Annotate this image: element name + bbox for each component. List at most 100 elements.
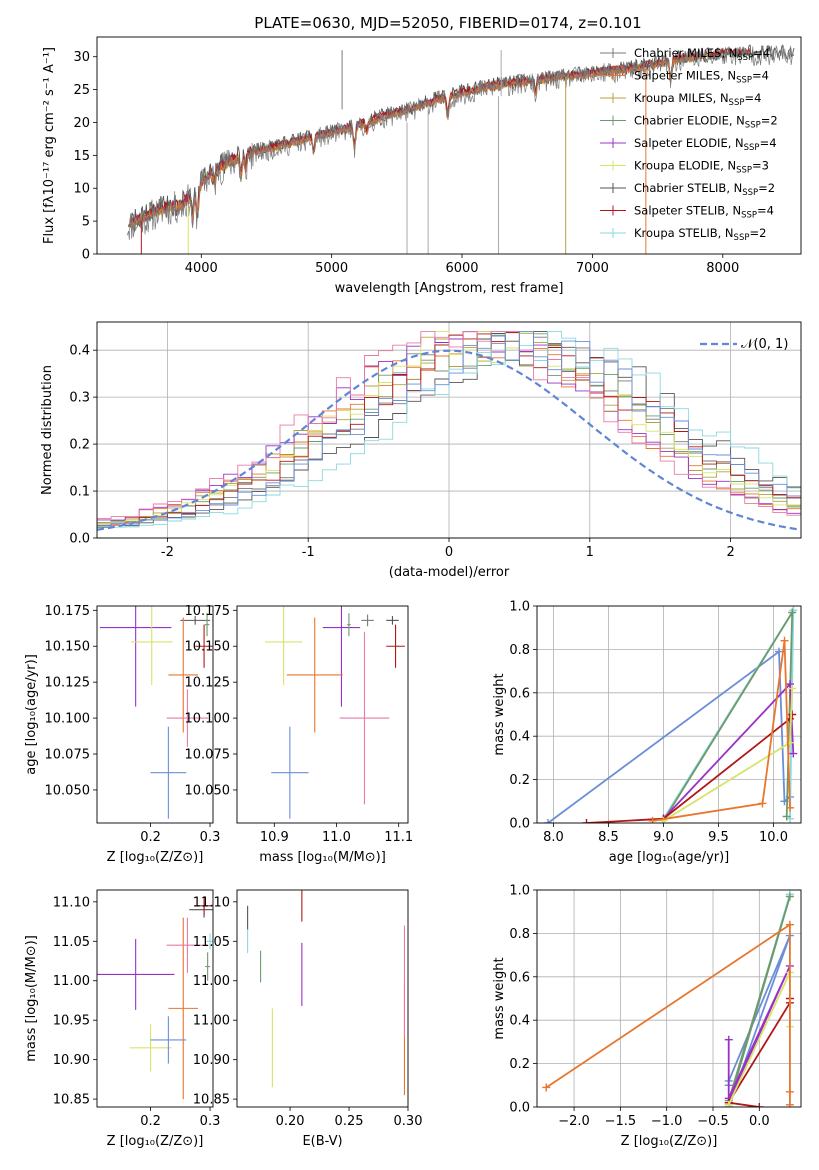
age-vs-mass-panel: 10.9 11.0 11.1 10.050 10.075 10.100 10.125 10.1… <box>185 604 414 865</box>
legend-entry-value: =4 <box>744 91 761 105</box>
weight-point-marker <box>758 799 767 808</box>
x-tick-label: 5000 <box>315 261 348 276</box>
x-tick-label: -2 <box>161 545 174 560</box>
y-tick-label: 30 <box>73 50 90 65</box>
y-tick-label: 11.10 <box>193 895 230 910</box>
weight-point-marker <box>775 647 783 656</box>
y-tick-label: 11.00 <box>193 974 230 989</box>
legend-entry-subscript: SSP <box>742 188 758 198</box>
weight-series-line <box>662 609 794 822</box>
x-tick-label: 0.25 <box>335 1114 364 1129</box>
legend-entry: Kroupa MILES, NSSP=4 <box>634 91 761 108</box>
y-axis-label: mass weight <box>492 673 507 755</box>
y-tick-label: 0.2 <box>509 773 530 788</box>
x-axis-label: (data-model)/error <box>389 565 510 580</box>
x-tick-label: −1.0 <box>651 1114 683 1129</box>
spectrum-lines <box>126 43 795 254</box>
y-tick-label: 11.05 <box>193 935 230 950</box>
weight-point-marker <box>786 803 794 812</box>
weight-point-marker <box>788 710 797 719</box>
residuals-panel: -2 -1 0 1 2 0.0 0.1 0.2 0.3 0.4 (data-model)/error… <box>40 321 802 580</box>
y-tick-label: 0.6 <box>509 970 530 985</box>
weight-point-marker <box>542 1083 551 1092</box>
x-tick-label: 8.0 <box>543 830 564 845</box>
weight-lines <box>544 606 798 823</box>
histogram-series-line <box>97 330 801 523</box>
legend-entry-subscript: SSP <box>744 143 760 153</box>
errorbar-points <box>99 606 213 819</box>
x-axis-label: E(B-V) <box>302 1134 342 1149</box>
legend-entry: Salpeter MILES, NSSP=4 <box>634 69 769 86</box>
histogram-series-line <box>97 330 801 526</box>
weight-series-line <box>663 688 794 822</box>
y-tick-label: 0.3 <box>69 391 90 406</box>
y-tick-label: 10 <box>73 182 90 197</box>
y-tick-label: 25 <box>73 83 90 98</box>
legend-entry-value: =4 <box>753 46 770 60</box>
plot-frame <box>536 605 802 824</box>
x-tick-label: 1 <box>586 545 594 560</box>
y-tick-label: 5 <box>82 215 90 230</box>
weight-point-marker <box>782 812 791 821</box>
weight-point-marker <box>785 1100 794 1107</box>
errorbar-points <box>264 606 405 819</box>
y-tick-label: 10.125 <box>185 676 231 691</box>
legend-entry: Salpeter ELODIE, NSSP=4 <box>634 136 777 153</box>
x-tick-label: −1.5 <box>605 1114 637 1129</box>
y-tick-label: 11.10 <box>53 895 90 910</box>
legend-entry-value: =4 <box>757 204 774 218</box>
legend-entry-text: Kroupa ELODIE, N <box>634 159 736 173</box>
y-tick-label: 10.050 <box>185 783 231 798</box>
legend-entry-subscript: SSP <box>736 76 752 86</box>
weight-point-marker <box>785 920 794 929</box>
y-tick-label: 0.2 <box>69 438 90 453</box>
legend-entry-text: Salpeter MILES, N <box>634 69 736 83</box>
y-tick-label: 10.050 <box>45 783 91 798</box>
y-tick-label: 11.00 <box>193 1014 230 1029</box>
legend-entry-text: Kroupa STELIB, N <box>634 226 734 240</box>
y-tick-label: 0.4 <box>509 1014 530 1029</box>
y-tick-label: 0.2 <box>509 1057 530 1072</box>
x-tick-label: 9.5 <box>708 830 729 845</box>
legend-entry-subscript: SSP <box>734 233 750 243</box>
legend-entry: Salpeter STELIB, NSSP=4 <box>634 204 774 221</box>
spectrum-series-line <box>130 57 665 226</box>
legend-entry-text: Kroupa MILES, N <box>634 91 729 105</box>
legend-entry-value: =3 <box>752 159 769 173</box>
y-tick-label: 0.6 <box>509 686 530 701</box>
weight-point-marker <box>582 819 591 823</box>
legend-entry-text: Chabrier ELODIE, N <box>634 114 745 128</box>
weight-point-marker <box>785 1087 794 1096</box>
weight-point-marker <box>755 1103 764 1107</box>
y-axis-label: mass weight <box>492 957 507 1039</box>
legend-entry: 𝒩(0, 1) <box>741 337 788 352</box>
x-axis-label: Z [log₁₀(Z/Z⊙)] <box>107 850 204 865</box>
y-tick-label: 0.4 <box>69 344 90 359</box>
legend-entry-text: Salpeter STELIB, N <box>634 204 741 218</box>
age-vs-metallicity-panel: 0.2 0.3 10.050 10.075 10.100 10.125 10.150 10.1… <box>24 604 220 865</box>
legend-entry-text: Chabrier MILES, N <box>634 46 737 60</box>
plot-frame <box>96 605 214 824</box>
y-tick-label: 10.95 <box>53 1014 90 1029</box>
weight-point-marker <box>780 636 789 645</box>
mass-weight-vs-metallicity-panel: −2.0 −1.5 −1.0 −0.5 0.0 0.0 0.2 0.4 0.6 0.8 1.0 Z [… <box>492 884 802 1149</box>
y-tick-label: 15 <box>73 149 90 164</box>
weight-point-marker <box>724 1100 733 1107</box>
x-axis-label: Z [log₁₀(Z/Z⊙)] <box>107 1134 204 1149</box>
plot-frame <box>236 889 409 1108</box>
plot-frame <box>96 321 802 539</box>
mass-weight-vs-age-panel: 8.0 8.5 9.0 9.5 10.0 0.0 0.2 0.4 0.6 0.8 1.0 age [l… <box>492 600 802 865</box>
spectrum-series-line <box>129 55 694 228</box>
x-tick-label: 8000 <box>706 261 739 276</box>
x-tick-label: 0.3 <box>200 1114 221 1129</box>
y-tick-label: 0 <box>82 248 90 263</box>
legend-entry-subscript: SSP <box>737 53 753 63</box>
x-tick-label: 8.5 <box>598 830 619 845</box>
y-tick-label: 10.85 <box>193 1093 230 1108</box>
legend-entry-value: =2 <box>749 226 766 240</box>
errorbar-points <box>97 896 213 1100</box>
legend-entry-text: Salpeter ELODIE, N <box>634 136 744 150</box>
plot-frame <box>536 889 802 1108</box>
figure-title: PLATE=0630, MJD=52050, FIBERID=0174, z=0… <box>254 14 641 32</box>
